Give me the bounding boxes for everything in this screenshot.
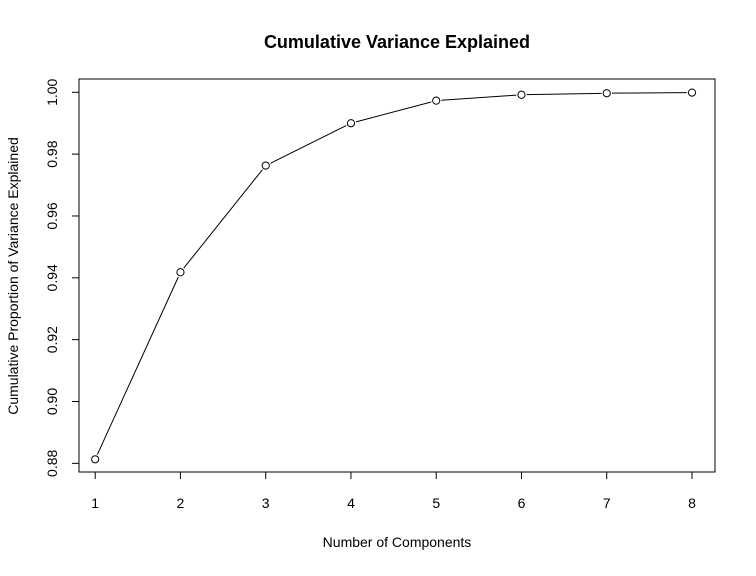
series-line-segment [526, 92, 602, 96]
y-ticks: 0.88 0.90 0.92 0.94 0.96 0.98 1.00 [44, 78, 79, 477]
x-ticks: 1 2 3 4 5 6 7 8 [91, 472, 696, 511]
series-line-segment [611, 92, 687, 94]
x-tick-label: 8 [688, 495, 696, 511]
x-tick-label: 6 [518, 495, 526, 511]
x-tick-label: 7 [603, 495, 611, 511]
y-tick-label: 0.90 [44, 388, 60, 415]
data-point [346, 119, 356, 128]
x-axis-label: Number of Components [323, 534, 472, 550]
data-point [91, 455, 100, 464]
y-tick-label: 1.00 [44, 78, 60, 105]
plot-area [78, 78, 716, 473]
data-point [432, 96, 441, 105]
y-tick-label: 0.88 [44, 450, 60, 477]
y-tick-label: 0.92 [44, 326, 60, 353]
series-line-segment [355, 101, 432, 123]
data-point [517, 90, 526, 99]
y-tick-label: 0.94 [44, 264, 60, 291]
series-line-segment [183, 169, 263, 269]
x-tick-label: 2 [177, 495, 185, 511]
x-tick-label: 4 [347, 495, 355, 511]
data-point [261, 161, 270, 170]
data-series [91, 88, 697, 464]
chart-title: Cumulative Variance Explained [264, 32, 530, 52]
y-axis-label: Cumulative Proportion of Variance Explai… [5, 137, 21, 415]
data-point [602, 89, 611, 98]
y-tick-label: 0.96 [44, 202, 60, 229]
data-point [687, 88, 697, 97]
series-line-segment [270, 125, 347, 164]
x-tick-label: 3 [262, 495, 270, 511]
series-line-segment [441, 94, 517, 101]
x-tick-label: 5 [432, 495, 440, 511]
series-line-segment [96, 276, 179, 455]
x-tick-label: 1 [91, 495, 99, 511]
data-point [176, 268, 185, 277]
y-tick-label: 0.98 [44, 140, 60, 167]
